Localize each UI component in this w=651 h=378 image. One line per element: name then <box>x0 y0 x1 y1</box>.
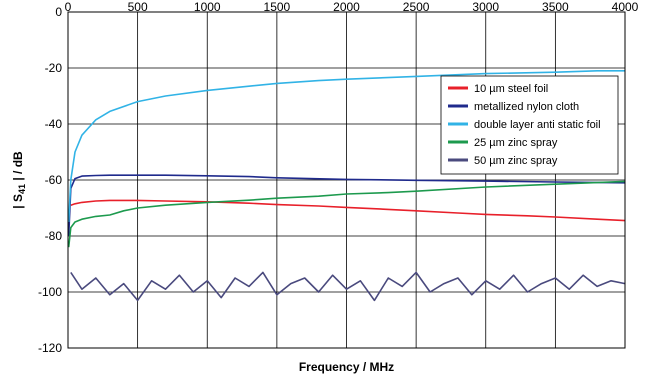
x-tick-label: 1500 <box>264 0 291 14</box>
series-line-3 <box>67 70 625 223</box>
series-line-4 <box>67 180 626 248</box>
y-tick-label: -40 <box>45 117 63 131</box>
legend-label-1: 10 µm steel foil <box>474 83 548 95</box>
series-line-5 <box>70 271 626 302</box>
x-tick-labels: 0 500 1000 1500 2000 2500 3000 3500 4000 <box>65 0 639 14</box>
x-tick-label: 3000 <box>472 0 499 14</box>
series-layer <box>67 70 626 302</box>
x-tick-label: 2500 <box>403 0 430 14</box>
y-tick-label: -100 <box>38 285 62 299</box>
legend-box <box>440 75 619 175</box>
x-tick-label: 1000 <box>194 0 221 14</box>
x-axis-title: Frequency / MHz <box>299 360 394 374</box>
y-axis-title-subscript: 41 <box>17 184 27 194</box>
y-axis-title: | S41 | / dB <box>11 151 27 209</box>
legend-label-3: double layer anti static foil <box>474 119 601 131</box>
legend: 10 µm steel foil metallized nylon cloth do… <box>440 75 619 175</box>
plot-frame <box>67 11 626 349</box>
y-tick-labels: 0 -20 -40 -60 -80 -100 -120 <box>38 5 62 355</box>
x-tick-label: 2000 <box>333 0 360 14</box>
y-tick-label: -120 <box>38 341 62 355</box>
x-tick-label: 4000 <box>612 0 639 14</box>
series-line-1 <box>70 199 626 222</box>
y-tick-label: -60 <box>45 173 63 187</box>
x-tick-label: 3500 <box>542 0 569 14</box>
y-tick-label: -20 <box>45 61 63 75</box>
y-tick-label: -80 <box>45 229 63 243</box>
legend-label-2: metallized nylon cloth <box>474 101 579 113</box>
y-axis-title-suffix: | / dB <box>11 151 25 184</box>
legend-label-4: 25 µm zinc spray <box>474 137 558 149</box>
series-line-2 <box>67 174 626 237</box>
y-axis-title-prefix: | S <box>11 194 25 209</box>
legend-label-5: 50 µm zinc spray <box>474 155 558 167</box>
x-tick-label: 0 <box>65 0 72 14</box>
x-tick-label: 500 <box>128 0 148 14</box>
y-tick-label: 0 <box>55 5 62 19</box>
